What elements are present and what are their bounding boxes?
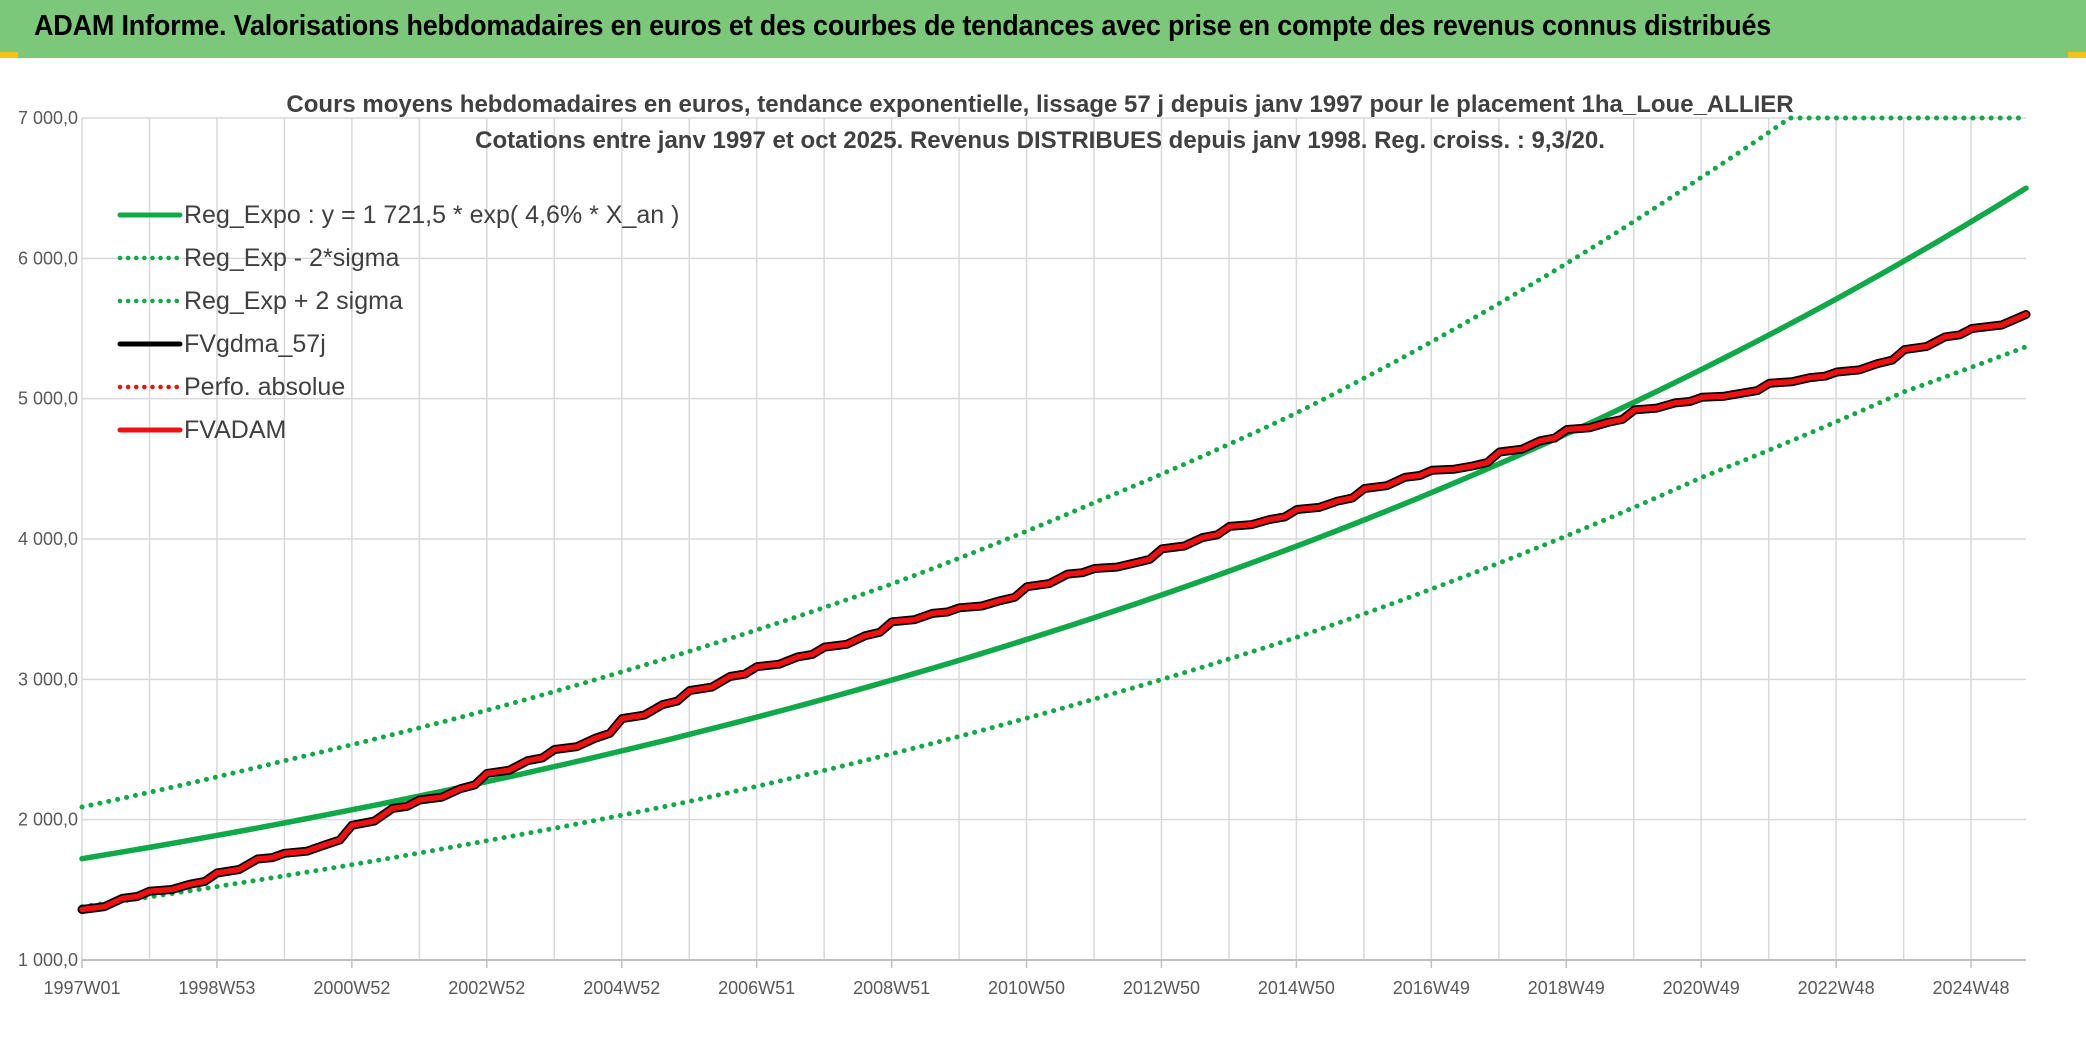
x-tick-label: 2012W50 xyxy=(1123,978,1200,998)
header-bar: ADAM Informe. Valorisations hebdomadaire… xyxy=(0,0,2086,58)
legend-label: Reg_Exp - 2*sigma xyxy=(184,244,399,272)
corner-marker-left xyxy=(0,52,18,58)
y-tick-label: 5 000,0 xyxy=(18,389,78,409)
legend-label: Reg_Expo : y = 1 721,5 * exp( 4,6% * X_a… xyxy=(184,201,679,229)
x-tick-label: 1998W53 xyxy=(178,978,255,998)
x-tick-label: 2020W49 xyxy=(1663,978,1740,998)
series-fvadam xyxy=(79,311,2029,913)
x-tick-label: 2018W49 xyxy=(1528,978,1605,998)
y-tick-label: 2 000,0 xyxy=(18,810,78,830)
y-tick-label: 7 000,0 xyxy=(18,108,78,128)
y-tick-label: 3 000,0 xyxy=(18,669,78,689)
x-tick-label: 2006W51 xyxy=(718,978,795,998)
x-tick-label: 2000W52 xyxy=(313,978,390,998)
legend-label: FVADAM xyxy=(184,416,286,444)
series-reg-plus-2sigma xyxy=(79,115,2029,810)
corner-marker-right xyxy=(2068,52,2086,58)
x-tick-label: 2014W50 xyxy=(1258,978,1335,998)
x-tick-label: 2004W52 xyxy=(583,978,660,998)
x-tick-label: 2002W52 xyxy=(448,978,525,998)
x-tick-label: 2008W51 xyxy=(853,978,930,998)
y-tick-label: 1 000,0 xyxy=(18,950,78,970)
x-tick-label: 2022W48 xyxy=(1798,978,1875,998)
x-tick-label: 1997W01 xyxy=(43,978,120,998)
legend-label: Perfo. absolue xyxy=(184,373,345,401)
y-tick-label: 6 000,0 xyxy=(18,248,78,268)
chart-title: Cours moyens hebdomadaires en euros, ten… xyxy=(286,91,1793,118)
chart-area: 1 000,0 2 000,0 3 000,0 4 000,0 5 000,0 6 000… xyxy=(18,91,2031,998)
x-tick-label: 2016W49 xyxy=(1393,978,1470,998)
legend-label: Reg_Exp + 2 sigma xyxy=(184,287,403,315)
y-tick-label: 4 000,0 xyxy=(18,529,78,549)
legend-label: FVgdma_57j xyxy=(184,330,326,358)
page-title: ADAM Informe. Valorisations hebdomadaire… xyxy=(34,10,1772,42)
chart-subtitle: Cotations entre janv 1997 et oct 2025. R… xyxy=(475,127,1605,154)
x-tick-label: 2010W50 xyxy=(988,978,1065,998)
series-reg-minus-2sigma xyxy=(79,344,2029,910)
x-tick-label: 2024W48 xyxy=(1933,978,2010,998)
